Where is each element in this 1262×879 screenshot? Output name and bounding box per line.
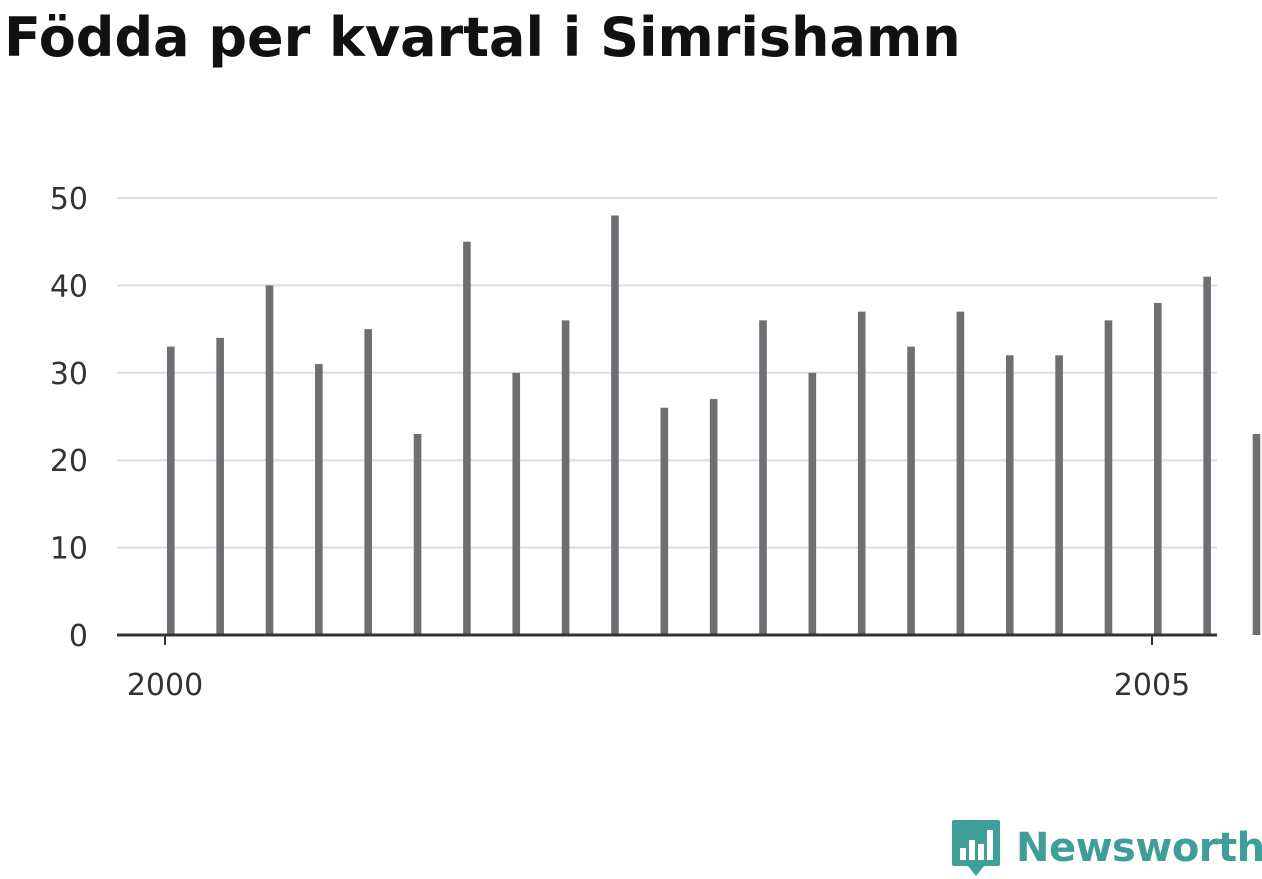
newsworthy-logo[interactable]: Newsworthy [950, 818, 1262, 878]
bar [759, 320, 767, 635]
bar [956, 311, 965, 635]
bar [1203, 276, 1211, 635]
y-tick-label: 10 [50, 532, 88, 567]
x-axis-ticks: 200020052010201520202025 [127, 635, 1190, 703]
bar [660, 407, 669, 635]
chart-title: Födda per kvartal i Simrishamn [4, 6, 961, 69]
y-tick-label: 20 [50, 444, 88, 479]
x-tick-label: 2005 [1114, 668, 1190, 703]
newsworthy-wordmark: Newsworthy [1016, 825, 1262, 871]
x-tick-label: 2000 [127, 668, 203, 703]
y-tick-label: 30 [50, 357, 88, 392]
bar [561, 320, 570, 635]
bar [1252, 433, 1261, 635]
bar [808, 372, 817, 635]
bar [857, 311, 866, 635]
bar [611, 215, 619, 636]
bar [463, 241, 471, 635]
y-tick-label: 50 [50, 182, 88, 217]
bar [167, 346, 175, 635]
bar [1104, 320, 1113, 635]
y-axis-ticks: 0 10 20 30 40 50 [50, 182, 88, 654]
bars [167, 215, 1261, 636]
bar [1154, 302, 1162, 635]
bar [907, 346, 915, 635]
bar [265, 285, 274, 635]
bar [512, 372, 521, 635]
bar [216, 337, 224, 635]
bar [709, 399, 718, 635]
bar [1005, 355, 1014, 635]
bar [315, 364, 323, 635]
y-tick-label: 0 [69, 619, 88, 654]
bar [413, 433, 422, 635]
bar [364, 329, 372, 635]
newsworthy-logo-icon [952, 820, 1000, 876]
bar [1055, 355, 1063, 635]
y-tick-label: 40 [50, 269, 88, 304]
